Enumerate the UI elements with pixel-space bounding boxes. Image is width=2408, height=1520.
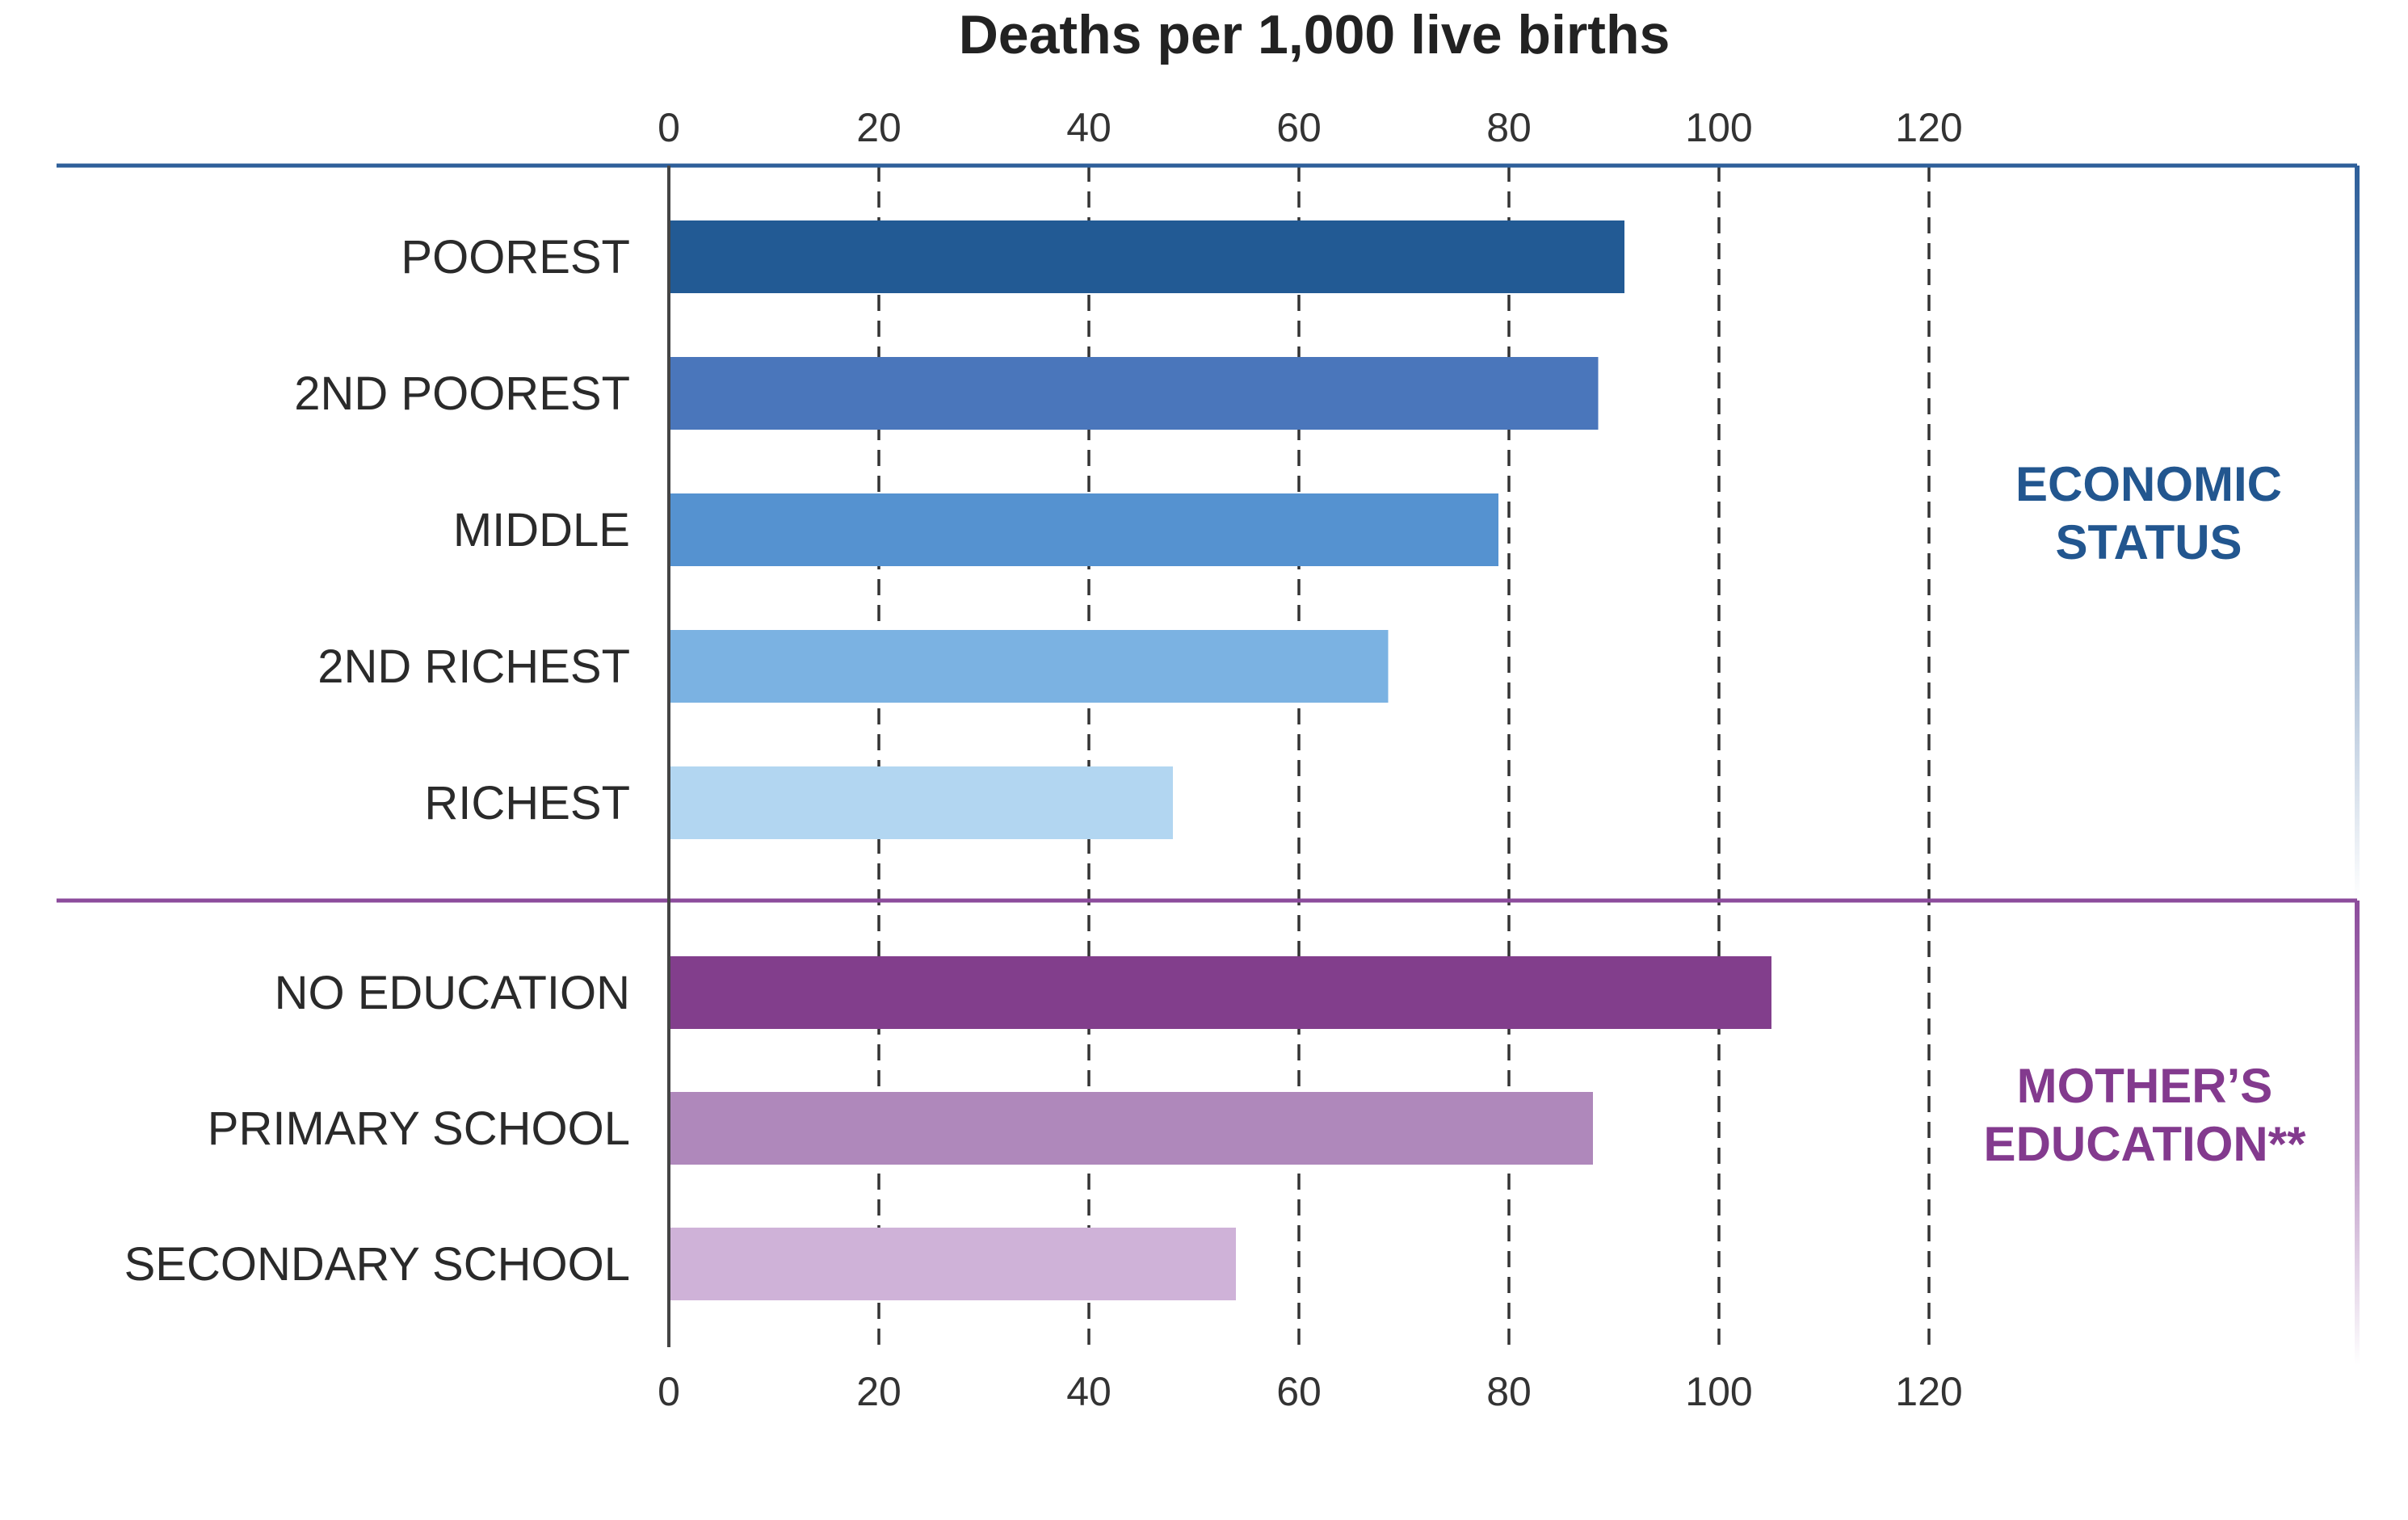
group-label-0-line-0: ECONOMIC	[2015, 457, 2282, 511]
bar-middle	[669, 493, 1498, 566]
category-label-secondary-school: SECONDARY SCHOOL	[124, 1238, 630, 1291]
category-labels: POOREST 2ND POOREST MIDDLE 2ND RICHEST RICHE…	[124, 231, 630, 1291]
x-tick-bottom-0: 0	[658, 1369, 680, 1414]
bar-secondary-school	[669, 1228, 1236, 1300]
category-label-middle: MIDDLE	[453, 504, 630, 556]
x-tick-bottom-80: 80	[1486, 1369, 1532, 1414]
x-tick-top-100: 100	[1685, 105, 1752, 150]
x-axis-top-ticks: 0 20 40 60 80 100 120	[658, 105, 1963, 150]
chart-title: Deaths per 1,000 live births	[959, 4, 1670, 65]
x-tick-top-80: 80	[1486, 105, 1532, 150]
category-label-primary-school: PRIMARY SCHOOL	[208, 1102, 630, 1155]
x-tick-top-40: 40	[1066, 105, 1112, 150]
bar-no-education	[669, 956, 1771, 1029]
group-label-1-line-0: MOTHER’S	[2017, 1059, 2273, 1113]
x-tick-top-0: 0	[658, 105, 680, 150]
x-axis-bottom-ticks: 0 20 40 60 80 100 120	[658, 1369, 1963, 1414]
category-label-no-education: NO EDUCATION	[275, 967, 630, 1019]
group-frame-right-1	[2355, 901, 2360, 1365]
group-label-0-line-1: STATUS	[2055, 515, 2242, 569]
x-tick-top-20: 20	[856, 105, 901, 150]
x-tick-top-120: 120	[1895, 105, 1962, 150]
bar-poorest	[669, 220, 1624, 293]
bar-2nd-richest	[669, 630, 1389, 703]
x-tick-bottom-60: 60	[1276, 1369, 1322, 1414]
category-label-richest: RICHEST	[424, 777, 630, 829]
x-tick-top-60: 60	[1276, 105, 1322, 150]
category-label-2nd-poorest: 2ND POOREST	[294, 367, 630, 420]
category-label-poorest: POOREST	[401, 231, 630, 283]
x-tick-bottom-120: 120	[1895, 1369, 1962, 1414]
x-tick-bottom-40: 40	[1066, 1369, 1112, 1414]
bars	[669, 220, 1771, 1300]
x-tick-bottom-20: 20	[856, 1369, 901, 1414]
gridlines	[877, 166, 1931, 1347]
group-label-1-line-1: EDUCATION**	[1984, 1117, 2307, 1171]
group-frame-right-0	[2355, 166, 2360, 901]
bar-primary-school	[669, 1092, 1593, 1165]
group-frames	[57, 163, 2360, 1365]
category-label-2nd-richest: 2ND RICHEST	[317, 640, 630, 693]
bar-2nd-poorest	[669, 357, 1599, 430]
x-tick-bottom-100: 100	[1685, 1369, 1752, 1414]
bar-richest	[669, 766, 1173, 839]
